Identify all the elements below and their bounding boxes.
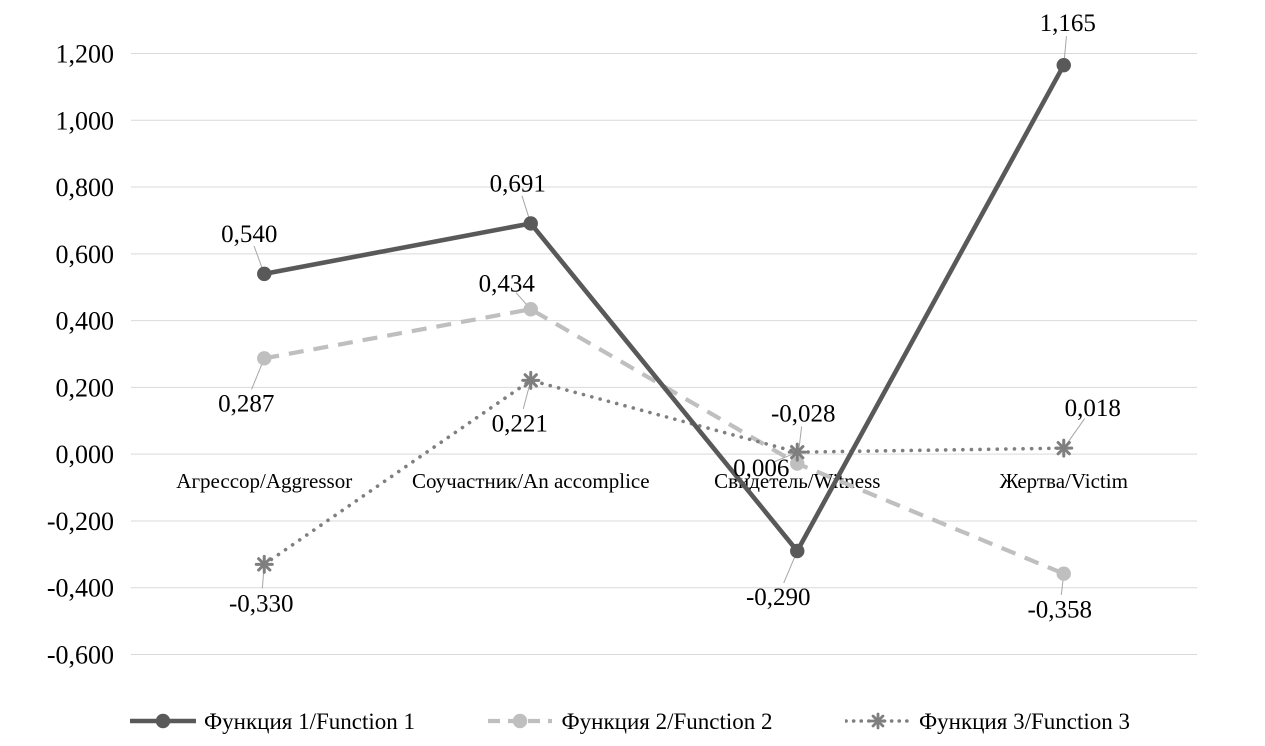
svg-text:0,600: 0,600 [56, 240, 115, 269]
legend-item-function-3: Функция 3/Function 3 [844, 708, 1130, 734]
svg-text:1,165: 1,165 [1040, 10, 1096, 37]
legend-label: Функция 1/Function 1 [204, 708, 416, 734]
svg-text:0,540: 0,540 [221, 221, 277, 248]
series-markers [254, 57, 1074, 581]
legend-line-sample-icon [844, 712, 911, 730]
svg-text:-0,358: -0,358 [1027, 597, 1092, 624]
svg-text:0,800: 0,800 [56, 173, 115, 202]
svg-text:0,006: 0,006 [733, 455, 789, 482]
star-marker [1054, 438, 1074, 458]
series-line-2 [263, 307, 1065, 576]
svg-text:1,200: 1,200 [56, 40, 115, 69]
svg-text:Соучастник/An accomplice: Соучастник/An accomplice [412, 469, 650, 493]
legend-line-sample-icon [488, 713, 553, 729]
svg-text:0,434: 0,434 [479, 270, 536, 297]
svg-text:Агрессор/Aggressor: Агрессор/Aggressor [176, 469, 352, 493]
svg-text:-0,028: -0,028 [771, 401, 836, 428]
legend-line-sample-icon [130, 713, 196, 729]
legend-item-function-2: Функция 2/Function 2 [487, 708, 773, 734]
svg-text:1,000: 1,000 [56, 106, 115, 135]
data-labels: 0,540 0,691 -0,290 1,165 0,287 0,434 -0,028 -0,… [218, 10, 1121, 624]
star-marker [787, 442, 807, 462]
star-marker [869, 712, 887, 730]
chart-legend: Функция 1/Function 1 Функция 2/Function … [130, 704, 1130, 738]
svg-text:-0,200: -0,200 [47, 507, 114, 536]
svg-text:-0,290: -0,290 [746, 584, 811, 611]
svg-text:0,000: 0,000 [56, 440, 115, 469]
series-line-3 [262, 378, 1066, 567]
y-axis-tick-labels: 1,200 1,000 0,800 0,600 0,400 0,200 0,000 -0,20… [47, 40, 114, 670]
svg-text:-0,600: -0,600 [47, 641, 114, 670]
svg-text:Жертва/Victim: Жертва/Victim [1000, 469, 1128, 493]
star-marker [521, 370, 541, 390]
svg-text:0,691: 0,691 [490, 170, 546, 197]
svg-text:0,400: 0,400 [56, 307, 115, 336]
svg-text:0,200: 0,200 [56, 373, 115, 402]
svg-text:-0,400: -0,400 [47, 574, 114, 603]
legend-item-function-1: Функция 1/Function 1 [130, 709, 415, 733]
star-marker [254, 554, 274, 574]
series-line-1 [261, 62, 1067, 554]
x-axis-category-labels: Агрессор/Aggressor Соучастник/An accompli… [176, 469, 1128, 493]
svg-text:0,287: 0,287 [218, 390, 274, 417]
legend-label: Функция 2/Function 2 [561, 708, 773, 734]
svg-text:0,221: 0,221 [492, 410, 548, 437]
svg-text:-0,330: -0,330 [229, 590, 294, 617]
svg-text:0,018: 0,018 [1065, 395, 1121, 422]
legend-label: Функция 3/Function 3 [918, 708, 1130, 734]
